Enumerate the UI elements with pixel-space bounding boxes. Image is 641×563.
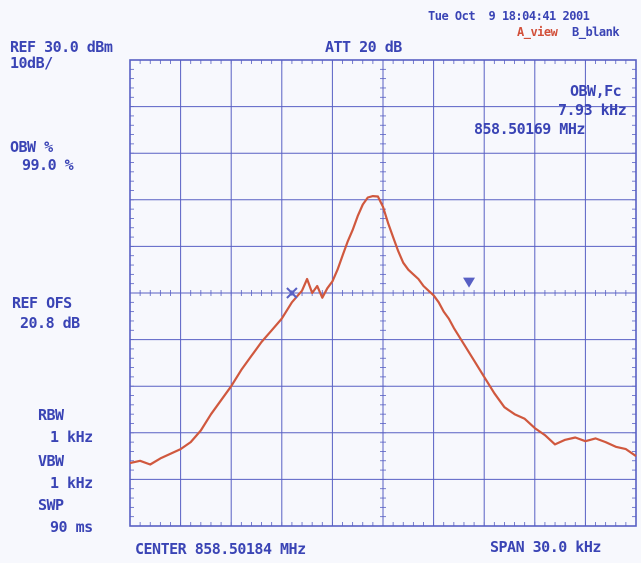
obw-center-frequency: 858.50169 MHz (474, 120, 585, 138)
center-frequency: CENTER 858.50184 MHz (135, 540, 306, 558)
ref-offset-value: 20.8 dB (20, 314, 80, 332)
frequency-span: SPAN 30.0 kHz (490, 538, 601, 556)
obw-percent-label: OBW % (10, 138, 53, 156)
graticule (129, 59, 637, 527)
obw-readout-label: OBW,Fc (570, 82, 622, 100)
sweep-value: 90 ms (50, 518, 93, 536)
marker-x (286, 287, 298, 299)
ref-offset-label: REF OFS (12, 294, 72, 312)
trace-b-label[interactable]: B_blank (572, 25, 620, 39)
obw-percent-value: 99.0 % (22, 156, 74, 174)
marker-group (286, 277, 476, 299)
vbw-label: VBW (38, 452, 64, 470)
obw-bandwidth-value: 7.93 kHz (558, 101, 627, 119)
vbw-value: 1 kHz (50, 474, 93, 492)
attenuation: ATT 20 dB (325, 38, 402, 56)
rbw-value: 1 kHz (50, 428, 93, 446)
rbw-label: RBW (38, 406, 64, 424)
timestamp: Tue Oct 9 18:04:41 2001 (428, 9, 590, 23)
sweep-label: SWP (38, 496, 64, 514)
marker-triangle (463, 277, 476, 288)
scale-per-div: 10dB/ (10, 54, 53, 72)
ref-level: REF 30.0 dBm (10, 38, 113, 56)
trace-a-line (129, 195, 637, 466)
trace-a-label[interactable]: A_view (517, 25, 558, 39)
